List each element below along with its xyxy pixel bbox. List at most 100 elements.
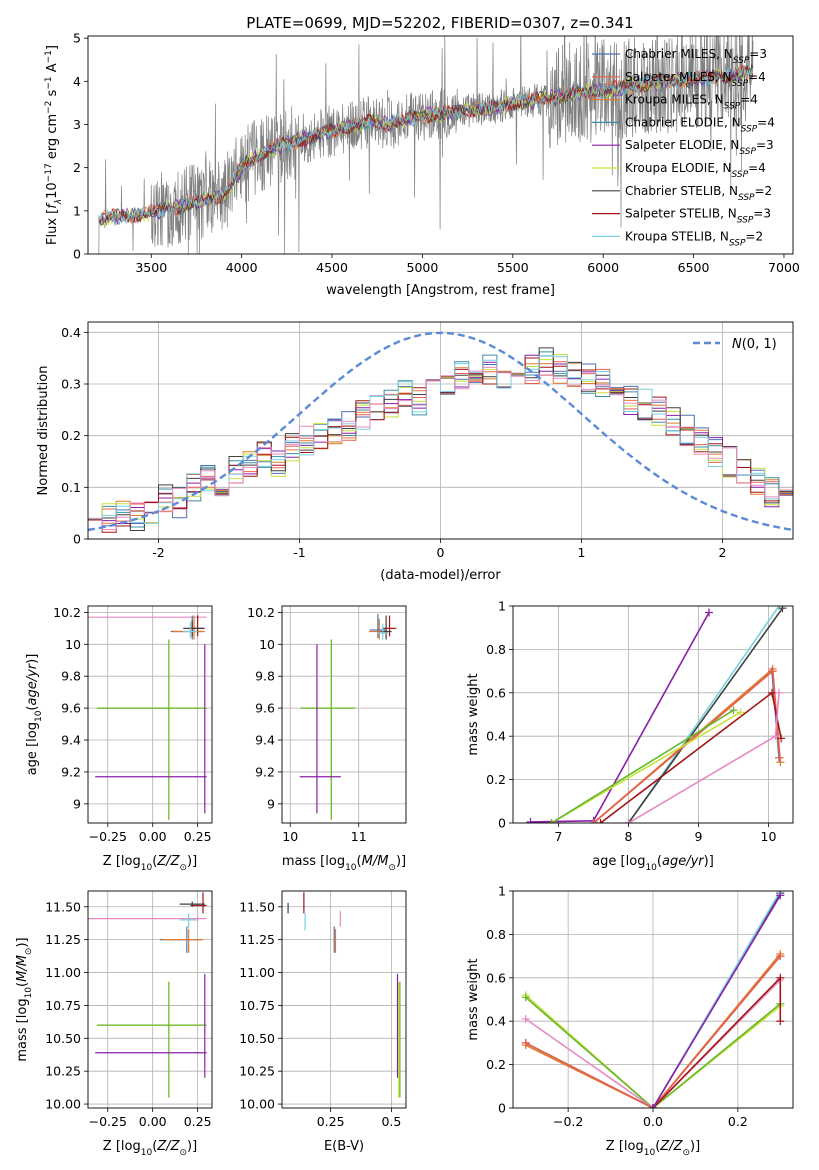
y-axis-label: Normed distribution [36, 366, 51, 496]
y-tick-label: 0.4 [486, 1014, 506, 1029]
mass-weight-marker [729, 706, 738, 715]
axes-massweight_vs_age: 7 8 9 10 0 0.2 0.4 0.6 0.8 1 [486, 599, 794, 844]
x-axis-label: Z [log10(Z/Z⊙)] [103, 854, 197, 873]
x-axis-label: Z [log10(Z/Z⊙)] [606, 1139, 700, 1158]
x-tick-label: −0.2 [553, 1114, 583, 1129]
x-tick-label: 0.25 [184, 1114, 212, 1129]
axes-spectrum: 3500 4000 4500 5000 5500 6000 6500 7000 0 1 2 3 4 5 [73, 31, 800, 275]
mass-weight-marker [649, 1104, 657, 1108]
x-tick-label: 6500 [678, 260, 710, 275]
axes-mass_vs_ebv: 0.25 0.5 10.00 10.25 10.50 10.75 11.00 11.25 11.… [239, 890, 407, 1129]
y-tick-label: 9 [73, 796, 81, 811]
axes-residuals: -2 -1 0 1 2 0 0.1 0.2 0.3 0.4 [61, 321, 794, 560]
data-point [369, 613, 387, 638]
figure-title: PLATE=0699, MJD=52202, FIBERID=0307, z=0… [246, 14, 633, 32]
x-tick-label: 6000 [587, 260, 619, 275]
data-point [377, 623, 389, 640]
y-tick-label: 0.2 [61, 428, 81, 443]
residual-histogram [88, 366, 793, 531]
mass-weight-marker [521, 1038, 530, 1047]
legend-label: Kroupa STELIB, NSSP=2 [625, 229, 763, 248]
y-tick-label: 0.1 [61, 480, 81, 495]
x-tick-label: 0.25 [317, 1114, 345, 1129]
y-tick-label: 10.00 [239, 1097, 275, 1112]
x-axis-label: E(B-V) [324, 1139, 364, 1154]
y-tick-label: 0.4 [486, 729, 506, 744]
mass-weight-marker [596, 819, 605, 823]
spectrum-legend: Chabrier MILES, NSSP=3 Salpeter MILES, NS… [592, 47, 775, 248]
y-axis-label: age [log10(age/yr)] [25, 654, 44, 776]
x-tick-label: −0.25 [89, 1114, 127, 1129]
mass-weight-marker [771, 732, 780, 741]
mass-weight-marker [776, 758, 785, 767]
axes-mass_vs_Z: −0.25 0.00 0.25 10.00 10.25 10.50 10.75 11.00 11… [45, 890, 213, 1129]
axes-frame [87, 35, 794, 255]
model-fit-line [98, 66, 754, 225]
x-tick-label: 0.5 [381, 1114, 401, 1129]
data-point [382, 615, 397, 637]
y-tick-label: 0 [73, 247, 81, 262]
y-tick-label: 0 [498, 1101, 506, 1116]
x-tick-label: 10 [761, 829, 777, 844]
mass-weight-marker [775, 753, 784, 762]
y-axis-label: mass weight [466, 958, 481, 1040]
y-tick-label: 0 [73, 532, 81, 547]
x-tick-label: 0.00 [139, 829, 167, 844]
mass-weight-line [627, 607, 784, 823]
legend-label: Chabrier STELIB, NSSP=2 [625, 184, 772, 203]
x-tick-label: 4500 [316, 260, 348, 275]
x-tick-label: 10 [282, 829, 298, 844]
mass-weight-line [551, 709, 734, 823]
plot-area-age_vs_mass [299, 613, 397, 820]
mass-weight-marker [589, 819, 598, 823]
y-tick-label: 5 [73, 31, 81, 46]
plot-area-age_vs_Z [88, 613, 207, 820]
axes-frame [512, 890, 794, 1109]
mass-weight-marker [778, 606, 787, 613]
data-point [183, 620, 204, 637]
y-tick-label: 4 [73, 74, 81, 89]
data-point [95, 973, 207, 1078]
legend-label: N(0, 1) [732, 337, 777, 352]
y-tick-label: 10.75 [45, 998, 81, 1013]
residual-histogram [88, 355, 793, 524]
data-point [96, 639, 207, 820]
observed-spectrum [98, 36, 754, 254]
legend-label: Chabrier ELODIE, NSSP=4 [625, 115, 775, 134]
mass-weight-marker [547, 819, 556, 823]
axes-massweight_vs_Z: −0.2 0.0 0.2 0 0.2 0.4 0.6 0.8 1 [486, 884, 794, 1129]
plot-area-spectrum [98, 36, 754, 254]
plot-area-residuals [88, 331, 793, 533]
y-tick-label: 10.75 [239, 998, 275, 1013]
y-tick-label: 0.4 [61, 325, 81, 340]
y-tick-label: 0.6 [486, 685, 506, 700]
y-tick-label: 11.25 [239, 932, 275, 947]
axes-frame [87, 605, 213, 824]
y-tick-label: 10.2 [247, 605, 275, 620]
mass-weight-marker [776, 952, 785, 961]
data-point [183, 621, 198, 638]
x-tick-label: -2 [152, 545, 164, 560]
y-tick-label: 1 [73, 203, 81, 218]
axes-frame [87, 890, 213, 1109]
plot-area-massweight_vs_Z [521, 891, 785, 1108]
x-tick-label: 0 [437, 545, 445, 560]
y-tick-label: 0.8 [486, 642, 506, 657]
y-tick-label: 9 [267, 796, 275, 811]
x-tick-label: 5000 [407, 260, 439, 275]
mass-weight-line [525, 955, 781, 1108]
x-axis-label: wavelength [Angstrom, rest frame] [326, 283, 555, 298]
x-axis-label: mass [log10(M/M⊙)] [282, 854, 406, 873]
plot-area-mass_vs_Z [88, 892, 207, 1098]
y-tick-label: 2 [73, 160, 81, 175]
mass-weight-marker [776, 1017, 785, 1026]
x-tick-label: -1 [293, 545, 305, 560]
x-tick-label: 3500 [135, 260, 167, 275]
y-tick-label: 11.00 [45, 965, 81, 980]
data-point [95, 644, 207, 814]
mass-weight-line [551, 711, 741, 823]
x-tick-label: 4000 [226, 260, 258, 275]
axes-age_vs_Z: −0.25 0.00 0.25 9 9.2 9.4 9.6 9.8 10 10.2 [53, 605, 213, 844]
legend-label: Salpeter MILES, NSSP=4 [625, 70, 766, 89]
mass-weight-marker [526, 817, 535, 823]
